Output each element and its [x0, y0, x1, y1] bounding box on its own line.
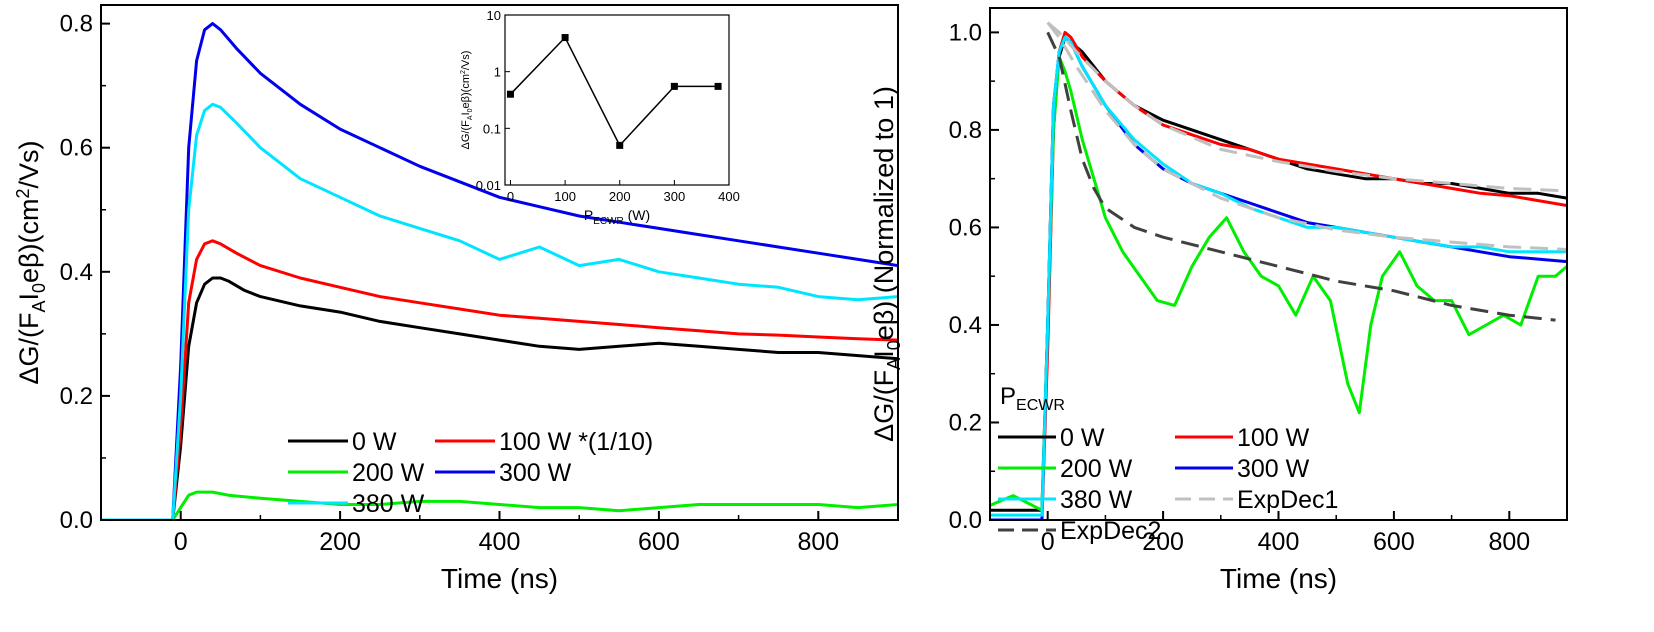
x-tick-label: 800	[797, 528, 839, 556]
y-tick-label: 0.0	[949, 507, 982, 534]
legend: 0 W 100 W *(1/10) 200 W 300 W 380 W	[288, 428, 653, 518]
y-tick-label: 0.8	[949, 117, 982, 144]
inset-marker	[561, 34, 569, 42]
series-line-1	[101, 239, 898, 520]
inset-x-tick-label: 200	[609, 189, 631, 204]
x-tick-label: 200	[1142, 528, 1184, 556]
legend-label: ExpDec1	[1237, 486, 1338, 514]
x-axis-label: Time (ns)	[1220, 563, 1337, 594]
series-line-4	[101, 102, 898, 520]
y-axis-label: ΔG/(FAI0eβ)(cm2/Vs)	[13, 140, 49, 384]
inset-x-tick-label: 300	[664, 189, 686, 204]
y-tick-label: 0.0	[60, 507, 93, 534]
legend-label: 100 W *(1/10)	[499, 428, 653, 456]
legend-title: PECWR	[1000, 383, 1065, 414]
x-tick-label: 200	[319, 528, 361, 556]
series-line-2	[101, 490, 898, 520]
legend-label: 380 W	[352, 490, 425, 518]
inset-y-tick-label: 0.1	[483, 121, 501, 136]
legend-label: 300 W	[1237, 455, 1310, 483]
inset-x-tick-label: 100	[554, 189, 576, 204]
x-axis-label: Time (ns)	[441, 563, 558, 594]
series-line-4	[990, 35, 1567, 517]
inset-y-tick-label: 10	[487, 8, 501, 23]
y-tick-label: 0.8	[60, 11, 93, 38]
legend-label: 300 W	[499, 459, 572, 487]
inset-y-axis-label: ΔG/(FAI0eβ)(cm2/Vs)	[460, 51, 474, 150]
legend-label: 0 W	[1060, 424, 1105, 452]
legend-label: 380 W	[1060, 486, 1133, 514]
x-tick-label: 400	[1258, 528, 1300, 556]
series-group	[990, 21, 1567, 520]
y-tick-label: 0.6	[949, 214, 982, 241]
series-group	[101, 22, 898, 520]
right-chart: 0 200 400 600 800 0.0 0.2 0.4 0.6 0.8 1.0 Time (ns)…	[869, 7, 1568, 594]
y-tick-label: 0.2	[949, 409, 982, 436]
x-tick-label: 0	[174, 528, 188, 556]
left-chart: 0 200 400 600 800 0.0 0.2 0.4 0.6 0.8 Time (ns) ΔG/…	[13, 4, 899, 594]
inset-marker	[714, 82, 722, 90]
x-tick-label: 0	[1041, 528, 1055, 556]
legend-label: 200 W	[1060, 455, 1133, 483]
inset-x-axis-label: PECWR (W)	[584, 207, 650, 227]
legend-label: 100 W	[1237, 424, 1310, 452]
inset-marker	[670, 82, 678, 90]
series-line-2	[990, 55, 1567, 512]
inset-y-tick-label: 0.01	[476, 178, 501, 193]
x-tick-label: 800	[1488, 528, 1530, 556]
y-tick-label: 0.4	[60, 259, 93, 286]
legend-label: 0 W	[352, 428, 397, 456]
y-tick-label: 0.2	[60, 383, 93, 410]
inset-marker	[506, 90, 514, 98]
legend: PECWR 0 W 100 W 200 W 300 W 380 W ExpDec1 ExpDe…	[998, 383, 1338, 545]
series-line-5	[1046, 21, 1567, 193]
inset-chart: 0 100 200 300 400 0.01 0.1 1 10 PECWR (W) ΔG/(FAI0…	[460, 8, 740, 227]
series-line-6	[1046, 21, 1567, 251]
legend-label: ExpDec2	[1060, 517, 1161, 545]
x-tick-label: 600	[638, 528, 680, 556]
y-tick-label: 1.0	[949, 19, 982, 46]
inset-marker	[616, 141, 624, 149]
series-line-7	[1046, 31, 1556, 322]
inset-x-tick-label: 0	[507, 189, 514, 204]
legend-label: 200 W	[352, 459, 425, 487]
inset-y-tick-label: 1	[494, 65, 501, 80]
series-line-3	[101, 22, 898, 520]
y-axis-label: ΔG/(FAI0eβ) (Normalized to 1)	[869, 86, 904, 442]
inset-frame	[504, 14, 730, 186]
x-tick-label: 400	[479, 528, 521, 556]
inset-x-tick-label: 400	[718, 189, 740, 204]
y-tick-label: 0.4	[949, 312, 982, 339]
y-tick-label: 0.6	[60, 135, 93, 162]
series-line-0	[101, 276, 898, 520]
x-tick-label: 600	[1373, 528, 1415, 556]
